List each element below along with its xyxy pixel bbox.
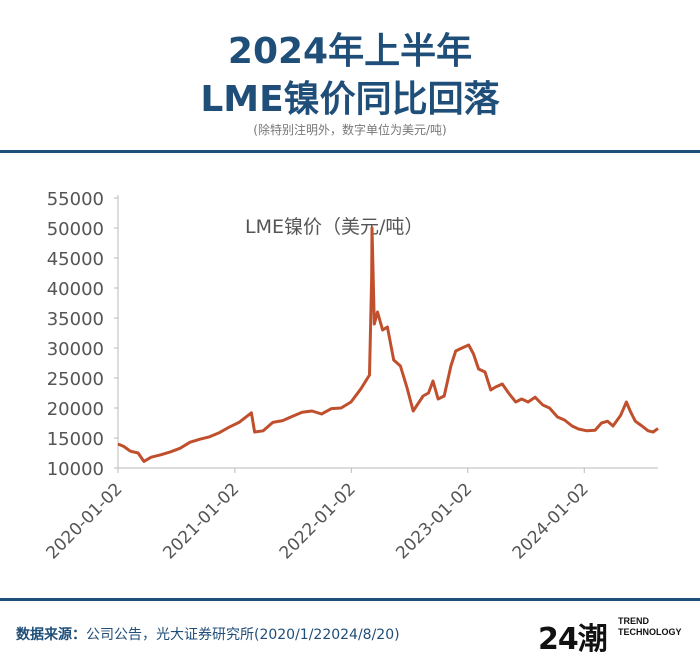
bottom-divider <box>0 598 700 601</box>
x-tick-labels: 2020-01-02 2021-01-02 2022-01-02 2023-01-02… <box>43 479 593 563</box>
x-tick-label: 2020-01-02 <box>43 479 127 563</box>
source-label: 数据来源： <box>16 627 86 643</box>
page-title-line1: 2024年上半年 <box>227 31 473 72</box>
y-tick-label: 30000 <box>47 339 104 360</box>
y-tick-label: 40000 <box>47 279 104 300</box>
page-subtitle: (除特别注明外，数字单位为美元/吨) <box>253 123 447 137</box>
chart-axes <box>114 195 658 473</box>
y-tick-label: 45000 <box>47 249 104 270</box>
y-tick-label: 50000 <box>47 219 104 240</box>
chart-title: LME镍价（美元/吨） <box>245 216 423 238</box>
source-text: 公司公告，光大证券研究所(2020/1/22024/8/20) <box>86 627 400 643</box>
x-tick-label: 2022-01-02 <box>276 479 360 563</box>
y-tick-label: 15000 <box>47 429 104 450</box>
logo-line1: TREND <box>618 616 649 626</box>
logo-text: TREND TECHNOLOGY <box>618 616 682 638</box>
source-note: 数据来源：公司公告，光大证券研究所(2020/1/22024/8/20) <box>16 624 400 644</box>
logo-mark: 24潮 <box>538 622 608 657</box>
y-tick-label: 20000 <box>47 399 104 420</box>
top-divider <box>0 150 700 153</box>
y-tick-labels: 10000 15000 20000 25000 30000 35000 40000 45000… <box>47 189 104 480</box>
header: 2024年上半年 LME镍价同比回落 (除特别注明外，数字单位为美元/吨) <box>0 0 700 150</box>
logo-line2: TECHNOLOGY <box>618 627 682 637</box>
y-tick-label: 35000 <box>47 309 104 330</box>
series-line-lme-nickel <box>117 226 659 463</box>
y-tick-label: 10000 <box>47 459 104 480</box>
x-tick-label: 2021-01-02 <box>159 479 243 563</box>
y-tick-label: 55000 <box>47 189 104 210</box>
page-title-line2: LME镍价同比回落 <box>200 79 500 120</box>
x-tick-label: 2024-01-02 <box>509 479 593 563</box>
nickel-price-chart: 10000 15000 20000 25000 30000 35000 40000 45000… <box>43 189 659 563</box>
brand-logo: 24潮 TREND TECHNOLOGY <box>538 612 688 657</box>
y-tick-label: 25000 <box>47 369 104 390</box>
x-tick-label: 2023-01-02 <box>392 479 476 563</box>
